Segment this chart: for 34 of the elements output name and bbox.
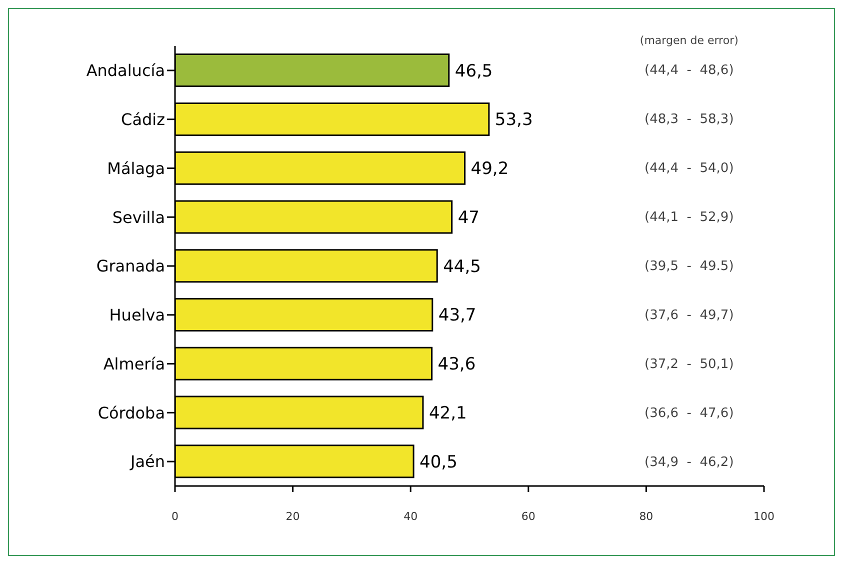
x-tick-label: 20	[286, 510, 300, 523]
x-tick-label: 80	[639, 510, 654, 523]
annotation: (39,5 - 49.5)	[644, 259, 735, 274]
annotation: (44,4 - 54,0)	[644, 160, 735, 176]
data-label: 46,5	[454, 61, 493, 82]
data-label: 42,1	[428, 403, 467, 424]
annotation: (44,1 - 52,9)	[644, 210, 735, 225]
y-tick-label: Córdoba	[98, 403, 165, 422]
data-label: 40,5	[420, 452, 458, 472]
x-tick-label: 40	[404, 510, 418, 523]
y-tick-label: Almería	[103, 354, 165, 374]
x-tick-label: 0	[172, 510, 178, 523]
data-label: 43,6	[438, 354, 476, 375]
annotation: (37,2 - 50,1)	[644, 357, 735, 372]
data-label: 49,2	[470, 159, 509, 180]
data-label: 47	[458, 208, 480, 228]
annotation: (48,3 - 58,3)	[644, 112, 735, 127]
data-label: 43,7	[438, 306, 476, 326]
data-label: 53,3	[494, 110, 533, 130]
annotation: (34,9 - 46,2)	[644, 455, 735, 470]
y-tick-label: Andalucía	[86, 61, 165, 80]
y-tick-label: Sevilla	[112, 208, 165, 227]
y-tick-label: Jaén	[129, 452, 165, 472]
y-tick-label: Granada	[96, 256, 165, 276]
x-tick-label: 100	[754, 510, 774, 523]
y-tick-label: Málaga	[107, 158, 165, 178]
annotation: (37,6 - 49,7)	[644, 308, 735, 324]
annotation: (44,4 - 48,6)	[644, 62, 735, 78]
x-tick-label: 60	[521, 510, 536, 523]
annotation: (margen de error)	[638, 34, 740, 47]
y-tick-label: Cádiz	[121, 110, 165, 130]
data-label: 44,5	[443, 256, 481, 277]
y-tick-label: Huelva	[109, 306, 165, 325]
annotation: (36,6 - 47,6)	[644, 406, 735, 422]
